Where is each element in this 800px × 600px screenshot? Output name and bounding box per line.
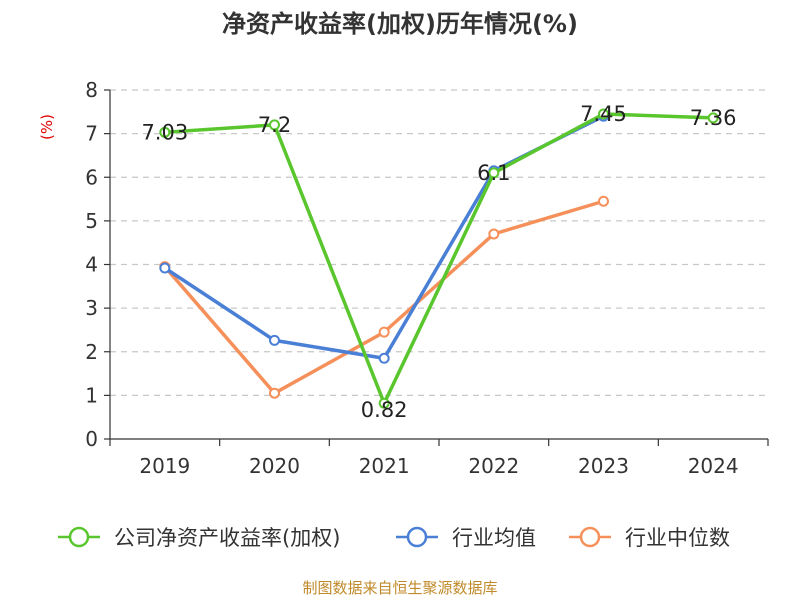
- data-label: 7.36: [690, 106, 737, 130]
- legend-marker-0: [68, 526, 90, 548]
- x-tick-label: 2023: [578, 454, 629, 478]
- series-point-0: [159, 126, 171, 138]
- legend-label-2: 行业中位数: [625, 526, 730, 550]
- series-line-0: [164, 112, 714, 405]
- y-tick-label: 7: [85, 122, 98, 146]
- y-tick-label: 0: [85, 427, 98, 451]
- series-point-1: [159, 262, 171, 274]
- data-label: 7.45: [580, 102, 627, 126]
- grid-lines: [110, 89, 768, 396]
- y-axis-unit: (%): [38, 114, 56, 140]
- series-point-0: [598, 108, 609, 120]
- series-point-1: [269, 334, 280, 346]
- x-tick-label: 2022: [468, 454, 519, 478]
- x-tick-label: 2019: [139, 454, 190, 478]
- x-tick-label: 2020: [249, 454, 300, 478]
- series-point-2: [269, 387, 280, 399]
- y-tick-label: 1: [85, 383, 98, 407]
- series-line-1: [163, 114, 605, 361]
- axes: [104, 89, 769, 446]
- x-tick-label: 2024: [688, 454, 739, 478]
- series-point-0: [269, 119, 280, 131]
- chart-title: 净资产收益率(加权)历年情况(%): [222, 10, 578, 38]
- y-tick-label: 6: [85, 165, 98, 189]
- y-tick-label: 8: [85, 78, 98, 102]
- series-group: [159, 108, 719, 409]
- series-point-2: [488, 228, 500, 240]
- source-note: 制图数据来自恒生聚源数据库: [302, 579, 497, 597]
- series-point-0: [707, 112, 719, 124]
- y-tick-label: 2: [85, 340, 98, 364]
- series-point-2: [598, 195, 609, 207]
- y-tick-label: 5: [85, 209, 98, 233]
- legend-label-0: 公司净资产收益率(加权): [114, 526, 340, 550]
- x-tick-labels: 2019 2020 2021 2022 2023 2024: [139, 454, 738, 478]
- series-point-0: [488, 167, 500, 179]
- y-tick-label: 4: [85, 253, 98, 277]
- series-point-2: [378, 326, 390, 338]
- series-line-2: [163, 199, 605, 395]
- data-label: 7.03: [141, 120, 188, 144]
- y-tick-labels: 0 1 2 3 4 5 6 7 8: [85, 78, 98, 451]
- data-labels: 7.03 7.2 0.82 6.1 7.45 7.36: [141, 102, 736, 422]
- legend-label-1: 行业均值: [452, 526, 536, 550]
- series-point-1: [378, 352, 390, 364]
- legend: 公司净资产收益率(加权) 行业均值 行业中位数: [58, 526, 730, 550]
- legend-marker-1: [406, 526, 428, 548]
- data-label: 0.82: [361, 398, 408, 422]
- series-point-0: [378, 397, 390, 409]
- y-tick-label: 3: [85, 296, 98, 320]
- x-tick-label: 2021: [359, 454, 410, 478]
- data-label: 6.1: [477, 161, 510, 185]
- data-label: 7.2: [258, 113, 291, 137]
- legend-marker-2: [579, 526, 601, 548]
